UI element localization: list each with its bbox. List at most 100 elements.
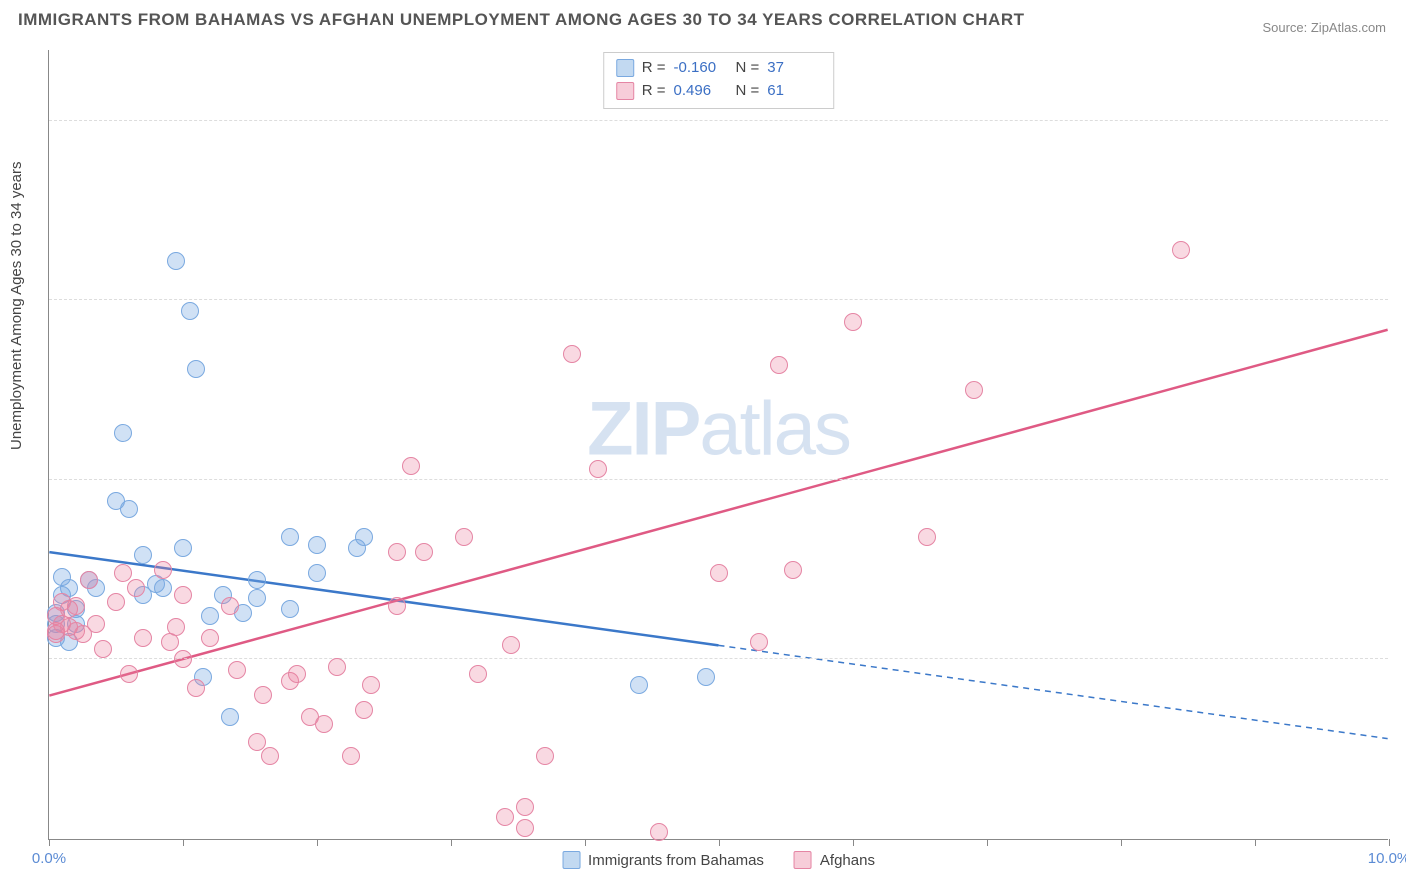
data-point [710, 564, 728, 582]
x-tick-label: 0.0% [32, 850, 66, 867]
data-point [388, 597, 406, 615]
data-point [127, 579, 145, 597]
data-point [388, 543, 406, 561]
data-point [154, 579, 172, 597]
stat-r-value: 0.496 [674, 80, 728, 103]
data-point [107, 593, 125, 611]
x-tick [317, 839, 318, 846]
data-point [536, 747, 554, 765]
data-point [496, 808, 514, 826]
data-point [187, 360, 205, 378]
data-point [167, 252, 185, 270]
x-tick [719, 839, 720, 846]
data-point [288, 665, 306, 683]
data-point [402, 457, 420, 475]
source-attribution: Source: ZipAtlas.com [1262, 20, 1386, 35]
trend-lines-layer [49, 50, 1388, 839]
swatch-series1-icon [562, 851, 580, 869]
data-point [201, 629, 219, 647]
data-point [1172, 241, 1190, 259]
y-tick-label: 20.0% [1396, 112, 1406, 129]
data-point [181, 302, 199, 320]
data-point [201, 607, 219, 625]
data-point [261, 747, 279, 765]
data-point [94, 640, 112, 658]
data-point [154, 561, 172, 579]
data-point [308, 564, 326, 582]
data-point [697, 668, 715, 686]
data-point [650, 823, 668, 841]
stat-n-value: 37 [767, 57, 821, 80]
data-point [120, 500, 138, 518]
y-tick-label: 5.0% [1396, 651, 1406, 668]
data-point [80, 571, 98, 589]
chart-title: IMMIGRANTS FROM BAHAMAS VS AFGHAN UNEMPL… [18, 10, 1025, 30]
data-point [134, 546, 152, 564]
stat-r-label: R = [642, 57, 666, 80]
data-point [516, 798, 534, 816]
data-point [248, 571, 266, 589]
data-point [281, 600, 299, 618]
data-point [187, 679, 205, 697]
data-point [455, 528, 473, 546]
x-tick [853, 839, 854, 846]
x-tick [1389, 839, 1390, 846]
data-point [114, 564, 132, 582]
data-point [630, 676, 648, 694]
data-point [589, 460, 607, 478]
y-tick-label: 15.0% [1396, 292, 1406, 309]
data-point [248, 589, 266, 607]
stat-n-value: 61 [767, 80, 821, 103]
data-point [315, 715, 333, 733]
data-point [355, 528, 373, 546]
data-point [770, 356, 788, 374]
data-point [563, 345, 581, 363]
data-point [750, 633, 768, 651]
data-point [221, 708, 239, 726]
x-tick [451, 839, 452, 846]
stat-r-label: R = [642, 80, 666, 103]
x-tick [49, 839, 50, 846]
swatch-series2-icon [616, 82, 634, 100]
gridline [49, 658, 1388, 659]
data-point [308, 536, 326, 554]
data-point [87, 615, 105, 633]
gridline [49, 299, 1388, 300]
data-point [918, 528, 936, 546]
gridline [49, 479, 1388, 480]
data-point [134, 629, 152, 647]
data-point [174, 539, 192, 557]
data-point [516, 819, 534, 837]
stats-row-series1: R = -0.160 N = 37 [616, 57, 822, 80]
data-point [120, 665, 138, 683]
data-point [965, 381, 983, 399]
x-tick [987, 839, 988, 846]
legend-label: Afghans [820, 852, 875, 869]
y-tick-label: 10.0% [1396, 471, 1406, 488]
data-point [844, 313, 862, 331]
legend-item-series2: Afghans [794, 851, 875, 869]
data-point [221, 597, 239, 615]
swatch-series1-icon [616, 59, 634, 77]
data-point [174, 650, 192, 668]
data-point [281, 528, 299, 546]
y-axis-label: Unemployment Among Ages 30 to 34 years [8, 161, 25, 450]
stats-legend: R = -0.160 N = 37 R = 0.496 N = 61 [603, 52, 835, 109]
x-tick [183, 839, 184, 846]
scatter-plot-area: ZIPatlas R = -0.160 N = 37 R = 0.496 N =… [48, 50, 1388, 840]
stat-n-label: N = [736, 57, 760, 80]
watermark: ZIPatlas [587, 385, 850, 472]
x-tick-label: 10.0% [1368, 850, 1406, 867]
data-point [174, 586, 192, 604]
swatch-series2-icon [794, 851, 812, 869]
data-point [502, 636, 520, 654]
x-tick [1121, 839, 1122, 846]
legend-item-series1: Immigrants from Bahamas [562, 851, 764, 869]
data-point [342, 747, 360, 765]
stats-row-series2: R = 0.496 N = 61 [616, 80, 822, 103]
data-point [415, 543, 433, 561]
x-tick [1255, 839, 1256, 846]
trend-line-solid [49, 330, 1387, 696]
data-point [67, 597, 85, 615]
data-point [355, 701, 373, 719]
